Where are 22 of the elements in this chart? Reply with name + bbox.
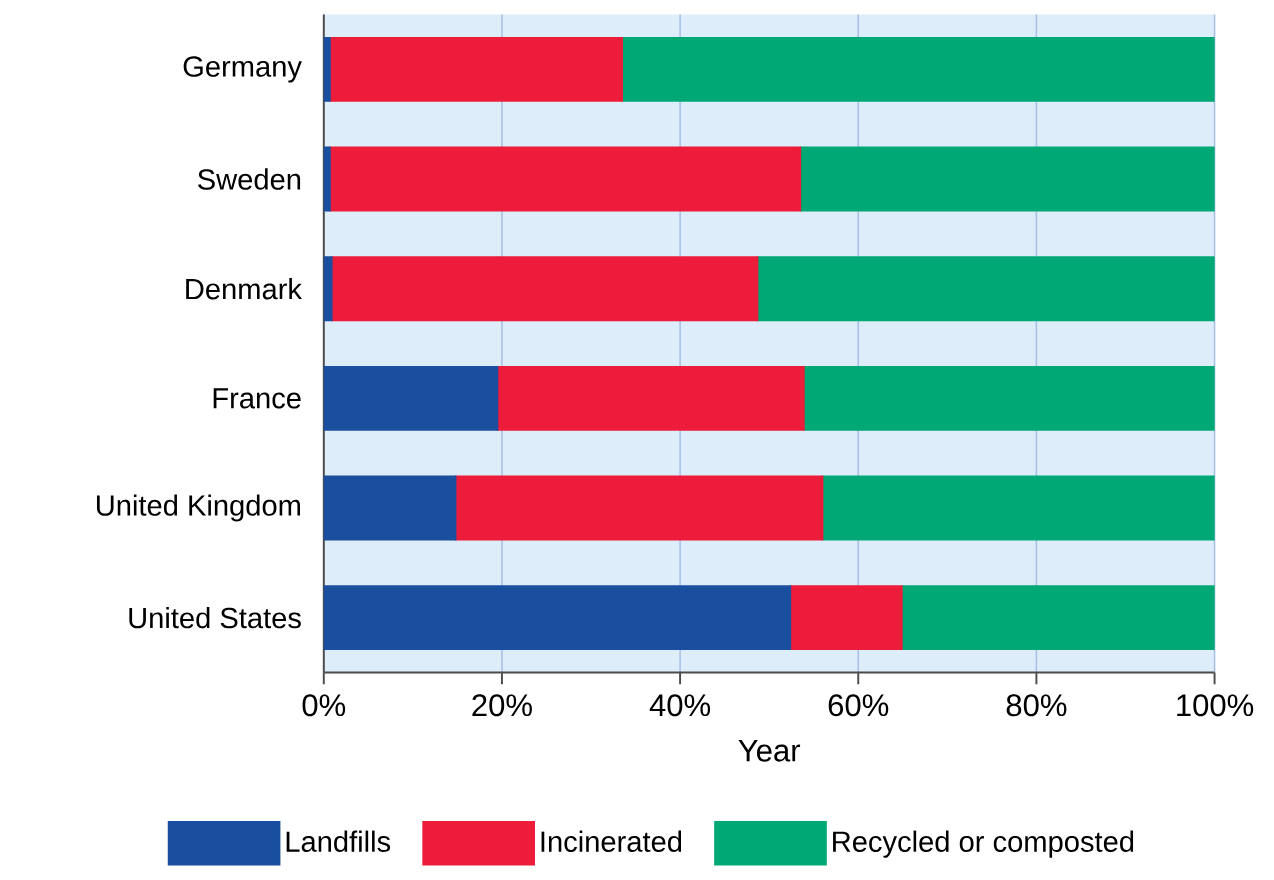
legend-label: Incinerated bbox=[541, 830, 682, 852]
bar bbox=[331, 256, 759, 322]
x-tick-label: 40% bbox=[649, 694, 711, 717]
y-tick-label: United States bbox=[129, 606, 301, 629]
bar bbox=[496, 365, 805, 431]
legend-label: Landfills bbox=[286, 830, 391, 852]
bar bbox=[789, 585, 903, 651]
y-tick-label: Denmark bbox=[186, 278, 302, 300]
x-tick-label: 100% bbox=[1177, 694, 1254, 717]
y-tick-label: United Kingdom bbox=[96, 494, 300, 522]
legend-label: Recycled or composted bbox=[833, 830, 1134, 858]
bar bbox=[329, 36, 623, 102]
x-tick-label: 0% bbox=[302, 694, 346, 717]
x-tick-label: 60% bbox=[828, 694, 889, 717]
y-tick-label: Germany bbox=[183, 56, 302, 83]
y-tick-label: Sweden bbox=[198, 168, 301, 190]
x-axis-title: Year bbox=[738, 739, 801, 762]
y-tick-label: France bbox=[213, 388, 301, 409]
bar bbox=[454, 475, 824, 541]
x-tick-label: 20% bbox=[472, 694, 532, 717]
bar bbox=[329, 146, 802, 212]
x-tick-label: 80% bbox=[1006, 694, 1067, 717]
